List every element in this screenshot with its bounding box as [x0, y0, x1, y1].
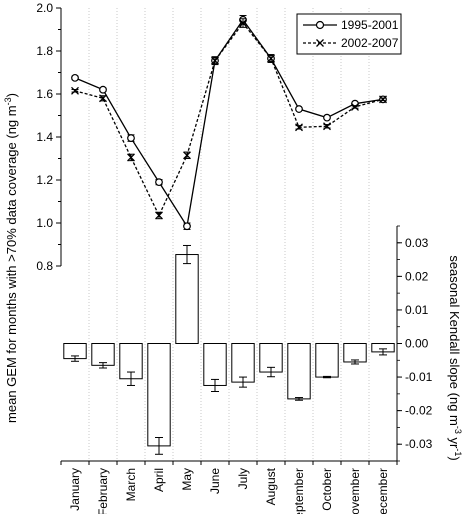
upper-tick-label: 1.2 [36, 173, 53, 187]
lower-y-axis-title-mid: yr [447, 434, 462, 449]
point-x [183, 151, 191, 160]
x-label-april: April [152, 468, 166, 492]
point-circle [127, 134, 135, 142]
upper-y-axis: 0.8 1.0 1.2 1.4 1.6 1.8 2.0 [36, 1, 62, 273]
x-label-august: August [264, 467, 278, 505]
point-circle [155, 178, 163, 187]
bar-september [287, 343, 311, 400]
gem-lines [71, 15, 387, 231]
point-x [211, 56, 219, 65]
x-label-march: March [124, 468, 138, 501]
point-circle [323, 113, 331, 122]
upper-y-axis-title-sup: -3 [3, 97, 13, 105]
point-x [267, 54, 275, 63]
lower-tick-label: 0.03 [405, 236, 429, 250]
bar-april [147, 343, 171, 447]
point-x [323, 122, 331, 131]
legend-box [296, 13, 402, 55]
point-x [239, 19, 247, 28]
upper-tick-label: 1.4 [36, 130, 53, 144]
lower-y-axis-title-sup1: -3 [453, 426, 463, 434]
legend-label-1995-2001: 1995-2001 [341, 18, 399, 32]
upper-tick-label: 1.8 [36, 44, 53, 58]
bar-november [343, 343, 367, 363]
point-x [351, 102, 359, 111]
bar-may [175, 254, 199, 345]
point-x [295, 123, 303, 132]
lower-y-axis-title-close: ) [447, 456, 462, 460]
lower-tick-label: -0.02 [405, 404, 433, 418]
upper-tick-label: 0.8 [36, 259, 53, 273]
series-line-1 [74, 21, 384, 217]
point-circle [71, 73, 79, 82]
point-circle [99, 85, 107, 94]
legend-marker-2002-2007 [316, 39, 324, 47]
lower-y-axis-title-sup2: -1 [453, 448, 463, 456]
upper-tick-label: 1.6 [36, 87, 53, 101]
lower-tick-label: -0.01 [405, 370, 433, 384]
legend: 1995-2001 2002-2007 [296, 13, 402, 55]
upper-y-axis-title: mean GEM for months with >70% data cover… [3, 93, 19, 423]
lower-y-axis: -0.03 -0.02 -0.01 0.00 0.01 0.02 0.03 [396, 225, 433, 462]
lower-tick-label: 0.01 [405, 303, 429, 317]
x-label-february: February [96, 468, 110, 514]
upper-y-axis-title-text: mean GEM for months with >70% data cover… [4, 105, 19, 423]
upper-y-axis-title-close: ) [4, 93, 19, 97]
point-x [71, 86, 79, 95]
legend-label-2002-2007: 2002-2007 [341, 36, 399, 50]
lower-y-axis-title: seasonal Kendall slope (ng m-3 yr-1) [447, 255, 463, 460]
x-label-september: September [292, 468, 306, 514]
lower-tick-label: -0.03 [405, 437, 433, 451]
point-x [379, 95, 387, 104]
series-line-0 [74, 18, 384, 229]
point-x [127, 153, 135, 162]
lower-tick-label: 0.02 [405, 269, 429, 283]
upper-tick-label: 2.0 [36, 1, 53, 15]
legend-marker-1995-2001 [315, 20, 325, 30]
x-label-may: May [180, 468, 194, 491]
x-label-november: November [348, 468, 362, 514]
point-circle [183, 222, 191, 231]
x-label-june: June [208, 468, 222, 494]
lower-tick-label: 0.00 [405, 337, 429, 351]
upper-tick-label: 1.0 [36, 216, 53, 230]
point-x [99, 94, 107, 103]
bar-october [315, 343, 339, 378]
trend-bars [63, 244, 395, 455]
point-x [155, 211, 163, 220]
x-label-october: October [320, 468, 334, 511]
x-label-july: July [236, 468, 250, 489]
x-label-january: January [68, 468, 82, 511]
x-label-december: December [376, 468, 390, 514]
point-circle [295, 105, 303, 113]
lower-y-axis-title-text: seasonal Kendall slope (ng m [447, 255, 462, 426]
x-tick-labels: January February March April May June July Augu… [60, 460, 398, 514]
bar-february [91, 343, 115, 366]
bar-july [231, 343, 255, 383]
month-gridlines [88, 8, 370, 461]
